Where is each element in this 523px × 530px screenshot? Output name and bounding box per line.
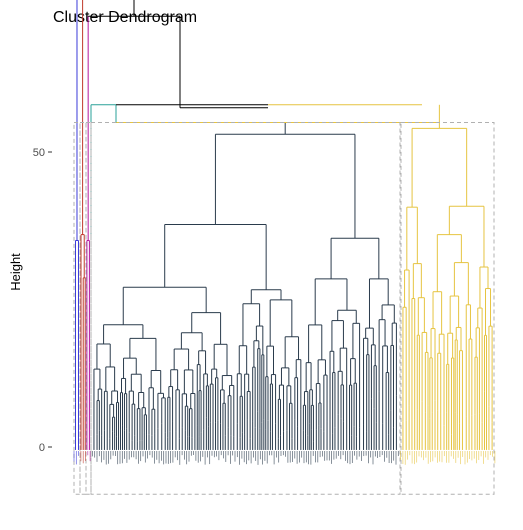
cluster-rect bbox=[90, 122, 401, 495]
cluster-rectangles bbox=[73, 122, 495, 495]
dendrogram-tree bbox=[74, 0, 493, 450]
y-axis: 050100 bbox=[33, 147, 52, 454]
cluster-rect bbox=[85, 122, 92, 495]
cluster-rect bbox=[400, 122, 495, 495]
y-tick-label: 0 bbox=[39, 442, 45, 454]
chart-title: Cluster Dendrogram bbox=[53, 9, 197, 26]
leaf-labels bbox=[73, 451, 496, 465]
y-tick-label: 50 bbox=[33, 147, 45, 159]
y-axis-title: Height bbox=[8, 253, 23, 291]
